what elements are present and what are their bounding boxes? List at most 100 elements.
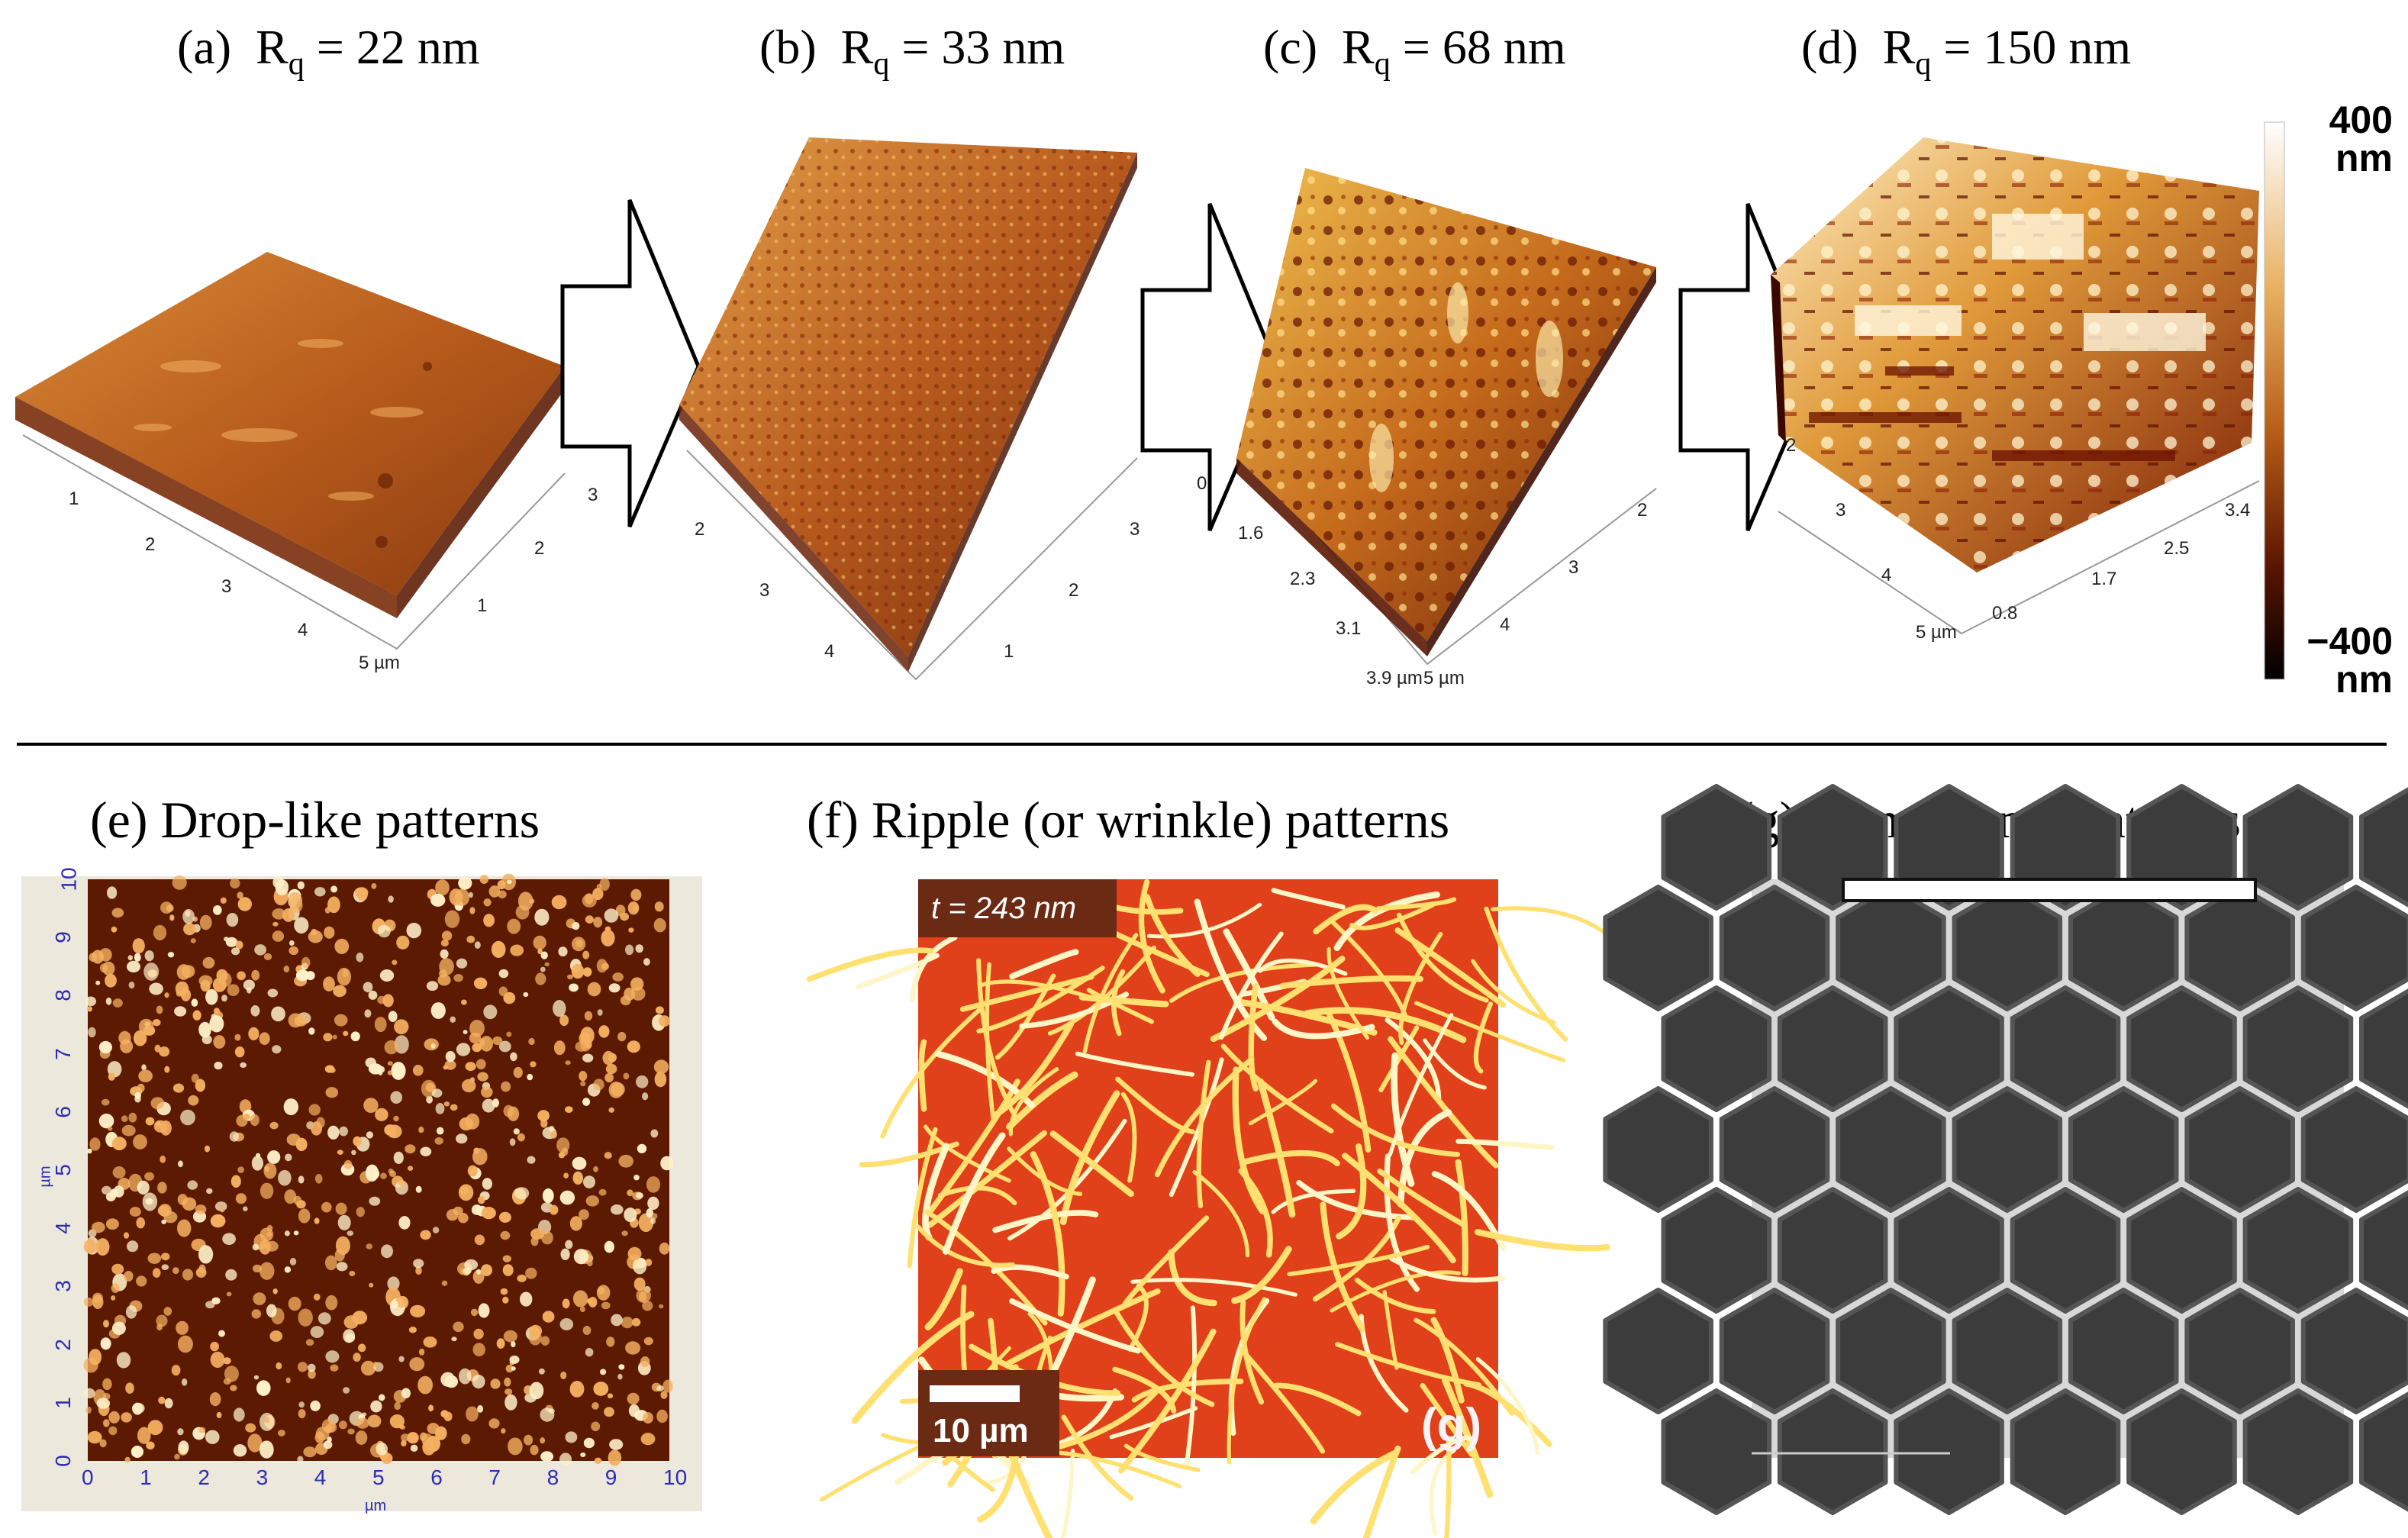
drop-mark	[631, 1317, 641, 1327]
drop-mark	[593, 1382, 609, 1396]
drop-mark	[458, 1213, 469, 1224]
drop-mark	[655, 1006, 664, 1014]
drop-mark	[133, 1134, 147, 1149]
drop-mark	[247, 1433, 263, 1453]
drop-mark	[591, 1421, 601, 1432]
drop-mark	[376, 1443, 388, 1456]
drop-mark	[426, 1095, 433, 1104]
panel-f-image	[806, 879, 1610, 1538]
drop-mark	[259, 1032, 270, 1045]
drop-mark	[660, 1156, 674, 1171]
drop-mark	[510, 1052, 517, 1062]
panel-d-tick: 2	[1786, 435, 1797, 456]
drop-mark	[612, 972, 624, 982]
drop-mark	[483, 914, 495, 927]
drop-mark	[172, 1083, 185, 1093]
drop-mark	[318, 1312, 331, 1325]
panel-e-x-tick: 0	[82, 1465, 94, 1489]
drop-mark	[129, 1207, 141, 1217]
ripple-mark	[927, 1130, 1047, 1228]
drop-mark	[124, 1456, 131, 1463]
drop-mark	[310, 1326, 324, 1338]
honeycomb-cell	[1894, 985, 2004, 1112]
drop-mark	[224, 1365, 239, 1382]
drop-mark	[450, 1016, 456, 1023]
drop-mark	[507, 1106, 520, 1121]
drop-mark	[445, 1051, 456, 1062]
drop-mark	[473, 1328, 484, 1340]
drop-mark	[408, 1327, 417, 1333]
drop-mark	[230, 878, 240, 889]
ripple-mark	[1059, 1090, 1120, 1226]
drop-mark	[334, 1248, 345, 1262]
drop-mark	[343, 1387, 350, 1394]
drop-mark	[363, 982, 373, 993]
drop-mark	[111, 1263, 124, 1275]
drop-mark	[321, 1418, 336, 1433]
drop-mark	[289, 940, 295, 946]
drop-mark	[333, 985, 347, 998]
drop-mark	[156, 1005, 163, 1014]
drop-mark	[525, 1267, 537, 1279]
drop-mark	[218, 1330, 225, 1337]
ripple-mark	[1111, 969, 1126, 1037]
drop-mark	[235, 940, 243, 950]
drop-mark	[642, 1301, 653, 1311]
drop-mark	[121, 1124, 136, 1137]
drop-mark	[384, 1040, 398, 1055]
drop-mark	[469, 907, 475, 914]
drop-mark	[413, 1259, 424, 1269]
drop-mark	[432, 1227, 440, 1233]
drop-mark	[174, 1453, 180, 1460]
drop-mark	[210, 1351, 225, 1368]
drop-mark	[401, 1440, 407, 1447]
drop-mark	[650, 1217, 656, 1224]
ripple-mark	[1061, 1414, 1134, 1501]
honeycomb-cell	[1661, 1388, 1772, 1515]
drop-mark	[653, 1059, 669, 1074]
drop-mark	[498, 1211, 511, 1223]
ripple-mark	[1248, 1079, 1317, 1126]
drop-mark	[625, 1341, 641, 1355]
honeycomb-cell	[1777, 1388, 1888, 1515]
drop-mark	[356, 1207, 365, 1217]
drop-mark	[435, 1426, 447, 1440]
drop-mark	[223, 1357, 231, 1365]
drop-mark	[507, 918, 521, 934]
drop-mark	[308, 930, 323, 943]
drop-mark	[177, 1194, 188, 1205]
drop-mark	[152, 1268, 161, 1278]
drop-mark	[289, 1257, 297, 1266]
panel-b-surface	[679, 137, 1138, 681]
drop-mark	[234, 1046, 245, 1058]
honeycomb-cell	[2300, 1086, 2408, 1213]
drop-mark	[458, 876, 472, 890]
drop-mark	[120, 1039, 134, 1053]
drop-mark	[294, 1015, 308, 1027]
drop-mark	[572, 1171, 584, 1185]
ripple-mark	[1313, 904, 1378, 935]
drop-mark	[582, 967, 592, 977]
drop-mark	[225, 1269, 237, 1281]
drop-mark	[378, 1394, 385, 1401]
drop-mark	[314, 1217, 320, 1224]
panel-e-y-tick: 7	[50, 1047, 75, 1060]
drop-mark	[498, 986, 508, 997]
panel-f-scale-label: 10 µm	[933, 1412, 1029, 1449]
drop-mark	[164, 1398, 173, 1409]
drop-mark	[583, 1175, 595, 1188]
drop-mark	[324, 1065, 335, 1073]
drop-mark	[314, 1431, 325, 1443]
ripple-mark	[1257, 1078, 1296, 1218]
drop-mark	[643, 958, 650, 966]
drop-mark	[430, 1002, 446, 1019]
drop-mark	[214, 1008, 220, 1014]
drop-mark	[133, 1030, 147, 1046]
drop-mark	[593, 1166, 598, 1172]
drop-mark	[146, 1441, 155, 1450]
drop-mark	[264, 1417, 270, 1424]
drop-mark	[477, 1072, 488, 1082]
panel-f-thickness-box	[918, 879, 1117, 937]
panel-f-thickness-label: t = 243 nm	[931, 892, 1077, 925]
drop-mark	[83, 1388, 95, 1399]
